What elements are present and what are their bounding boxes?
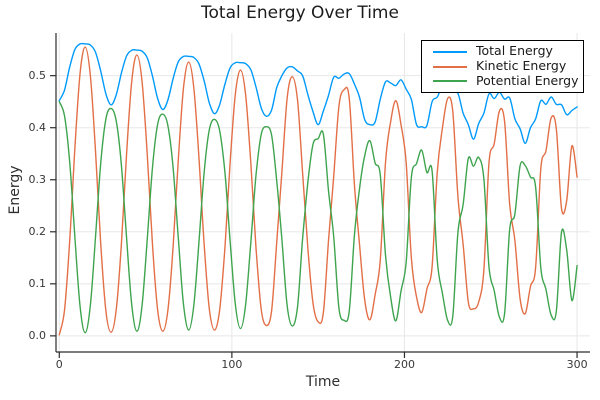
y-tick-label: 0.2 bbox=[28, 224, 47, 238]
x-tick-label: 300 bbox=[566, 358, 588, 371]
y-tick-label: 0.1 bbox=[28, 276, 47, 290]
total-energy-line bbox=[58, 42, 578, 145]
kinetic-energy-line bbox=[58, 46, 578, 336]
y-tick-label: 0.4 bbox=[28, 120, 47, 134]
legend-label-total-energy: Total Energy bbox=[476, 43, 553, 59]
y-tick-label: 0.5 bbox=[28, 68, 47, 82]
legend-item-potential-energy: Potential Energy bbox=[433, 75, 583, 88]
y-tick-label: 0.3 bbox=[28, 172, 47, 186]
x-tick-label: 200 bbox=[394, 358, 415, 371]
legend-line-sample-potential-energy bbox=[433, 80, 467, 83]
y-tick-label: 0.0 bbox=[28, 328, 47, 342]
legend-line-sample-kinetic-energy bbox=[433, 65, 467, 68]
x-tick-label: 0 bbox=[55, 358, 63, 371]
potential-energy-line bbox=[58, 101, 578, 334]
plot-title: Total Energy Over Time bbox=[201, 3, 399, 23]
legend-label-kinetic-energy: Kinetic Energy bbox=[476, 58, 567, 74]
x-tick-label: 100 bbox=[221, 358, 243, 371]
x-axis-label: Time bbox=[305, 374, 341, 390]
legend-item-kinetic-energy: Kinetic Energy bbox=[433, 60, 583, 73]
legend-line-sample-total-energy bbox=[433, 50, 467, 53]
legend: Total Energy Kinetic Energy Potential En… bbox=[421, 40, 584, 93]
legend-label-potential-energy: Potential Energy bbox=[476, 73, 579, 89]
axis-spines bbox=[50, 33, 590, 358]
legend-item-total-energy: Total Energy bbox=[433, 45, 583, 58]
